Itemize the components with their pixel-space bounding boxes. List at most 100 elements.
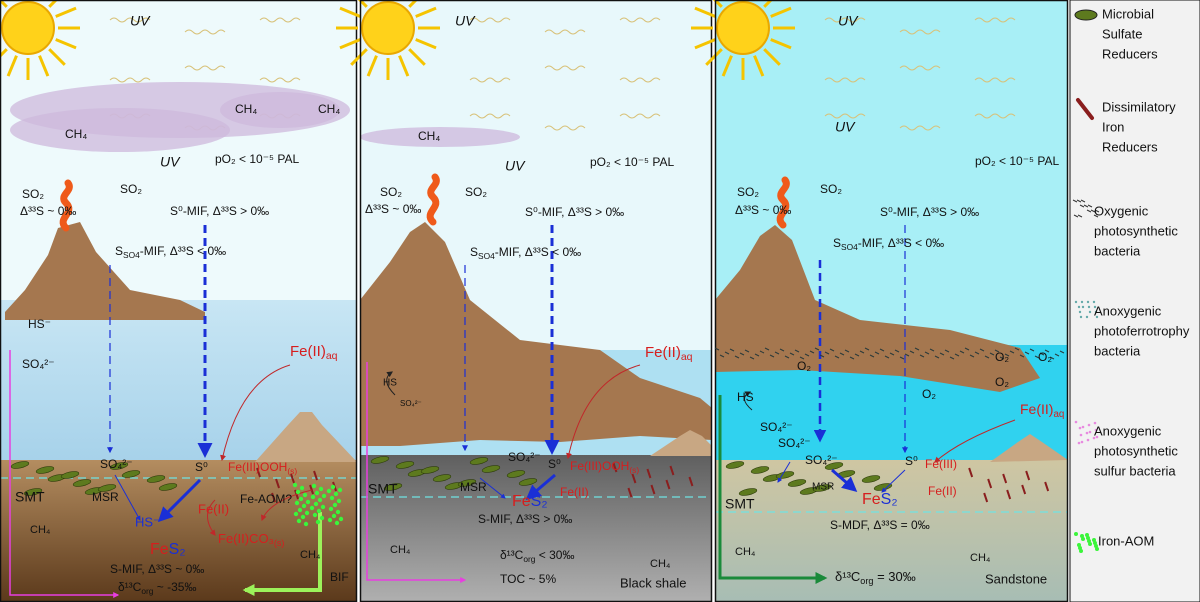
sulfate-reducer xyxy=(97,484,117,492)
uv-ray xyxy=(184,29,226,35)
legend-icon xyxy=(1077,543,1081,547)
label: SO₄²⁻ xyxy=(508,450,541,464)
panel xyxy=(336,0,713,602)
label: CH₄ xyxy=(390,544,411,556)
oxygenic-mat xyxy=(949,356,955,360)
label-part: org xyxy=(860,576,873,586)
sulfate-reducer xyxy=(10,461,30,469)
label: CH₄ xyxy=(235,102,257,116)
iron-reducer xyxy=(1006,489,1012,500)
trend-arrow xyxy=(718,395,828,584)
iron-aom xyxy=(319,515,325,521)
oxygenic-mat xyxy=(829,348,835,352)
label: O₂ xyxy=(1038,350,1052,364)
label: UV xyxy=(838,13,859,29)
sun-ray xyxy=(38,55,50,77)
legend-icon xyxy=(1074,420,1078,424)
legend-icon xyxy=(1076,199,1082,203)
oxygenic-mat xyxy=(839,352,845,356)
uv-ray xyxy=(619,17,661,23)
oxygenic-mat xyxy=(819,354,825,358)
label-part: SO4 xyxy=(478,251,495,261)
legend-icon xyxy=(1079,315,1083,319)
iron-aom xyxy=(338,516,344,522)
label: S-MIF, Δ³³S > 0‰ xyxy=(478,512,572,526)
iron-reducer xyxy=(275,478,280,489)
iron-reducer xyxy=(612,462,618,473)
legend-label: Microbial xyxy=(1102,6,1154,21)
sun-ray xyxy=(55,38,77,50)
label: UV xyxy=(160,154,181,170)
oxygenic-mat xyxy=(1034,355,1040,359)
uv-ray xyxy=(824,77,866,83)
oxygenic-mat xyxy=(1019,354,1025,358)
legend-icon xyxy=(1092,538,1096,542)
legend-icon xyxy=(1094,310,1098,314)
uv-ray xyxy=(619,113,661,119)
reaction-arrow xyxy=(386,371,396,396)
sun-ray xyxy=(415,38,437,50)
oxygenic-mat xyxy=(749,356,755,360)
legend-label: Iron-AOM xyxy=(1098,533,1154,548)
legend-icon xyxy=(1085,315,1089,319)
legend-icon xyxy=(1081,425,1085,429)
label: BIF xyxy=(330,570,349,584)
sun-ray xyxy=(415,6,437,18)
oxygenic-mat xyxy=(879,348,885,352)
iron-aom xyxy=(335,509,341,515)
oxygenic-mat xyxy=(974,351,980,355)
iron-aom xyxy=(329,495,335,501)
legend-icon xyxy=(1077,305,1081,309)
iron-aom xyxy=(300,514,306,520)
label-part: Fe(II) xyxy=(1020,401,1053,417)
legend-label: Anoxygenic xyxy=(1094,303,1162,318)
label-part: S₂ xyxy=(531,493,548,510)
legend-label: Dissimilatory xyxy=(1102,99,1176,114)
label: Δ³³S ~ 0‰ xyxy=(365,202,421,216)
label-part: S xyxy=(470,245,478,259)
uv-ray xyxy=(974,113,1016,119)
sun-ray xyxy=(48,48,66,66)
label: Δ³³S ~ 0‰ xyxy=(735,203,791,217)
iron-aom xyxy=(313,501,319,507)
sulfate-reducer xyxy=(109,462,129,470)
oxygenic-mat xyxy=(994,349,1000,353)
label: SO₄²⁻ xyxy=(22,357,55,371)
oxygenic-mat xyxy=(824,351,830,355)
sun-ray xyxy=(763,0,774,8)
sun-ray xyxy=(339,38,361,50)
label-part: δ¹³C xyxy=(500,548,524,562)
oxygenic-mat xyxy=(954,353,960,357)
label-part: org xyxy=(523,554,535,564)
oxygenic-mat xyxy=(814,347,820,351)
oxygenic-mat xyxy=(874,351,880,355)
label: O₂ xyxy=(995,375,1009,389)
sun-ray xyxy=(694,38,716,50)
legend-label: bacteria xyxy=(1094,243,1141,258)
sulfate-reducer xyxy=(469,457,489,465)
oxygenic-mat xyxy=(924,351,930,355)
eruption xyxy=(426,173,440,226)
oxygenic-mat xyxy=(1039,352,1045,356)
iron-reducer xyxy=(650,484,656,495)
iron-aom xyxy=(337,487,343,493)
legend-label: Sulfate xyxy=(1102,26,1142,41)
sun-ray xyxy=(763,48,781,66)
oxygenic-mat xyxy=(779,348,785,352)
oxygenic-mat xyxy=(869,354,875,358)
uv-ray xyxy=(824,113,866,119)
label: Fe(II) xyxy=(198,501,229,516)
oxygenic-mat xyxy=(799,356,805,360)
legend-icon xyxy=(1093,421,1097,425)
label: SMT xyxy=(15,489,45,505)
legend-icon xyxy=(1076,98,1094,120)
uv-ray xyxy=(259,17,301,23)
label: SO₂ xyxy=(465,185,487,199)
iron-aom xyxy=(303,521,309,527)
legend-icon xyxy=(1088,430,1092,434)
sun-ray xyxy=(721,55,733,77)
label: SO₂ xyxy=(120,182,142,196)
cloud xyxy=(220,92,340,128)
panel xyxy=(0,0,358,602)
small-volcano xyxy=(990,434,1068,462)
